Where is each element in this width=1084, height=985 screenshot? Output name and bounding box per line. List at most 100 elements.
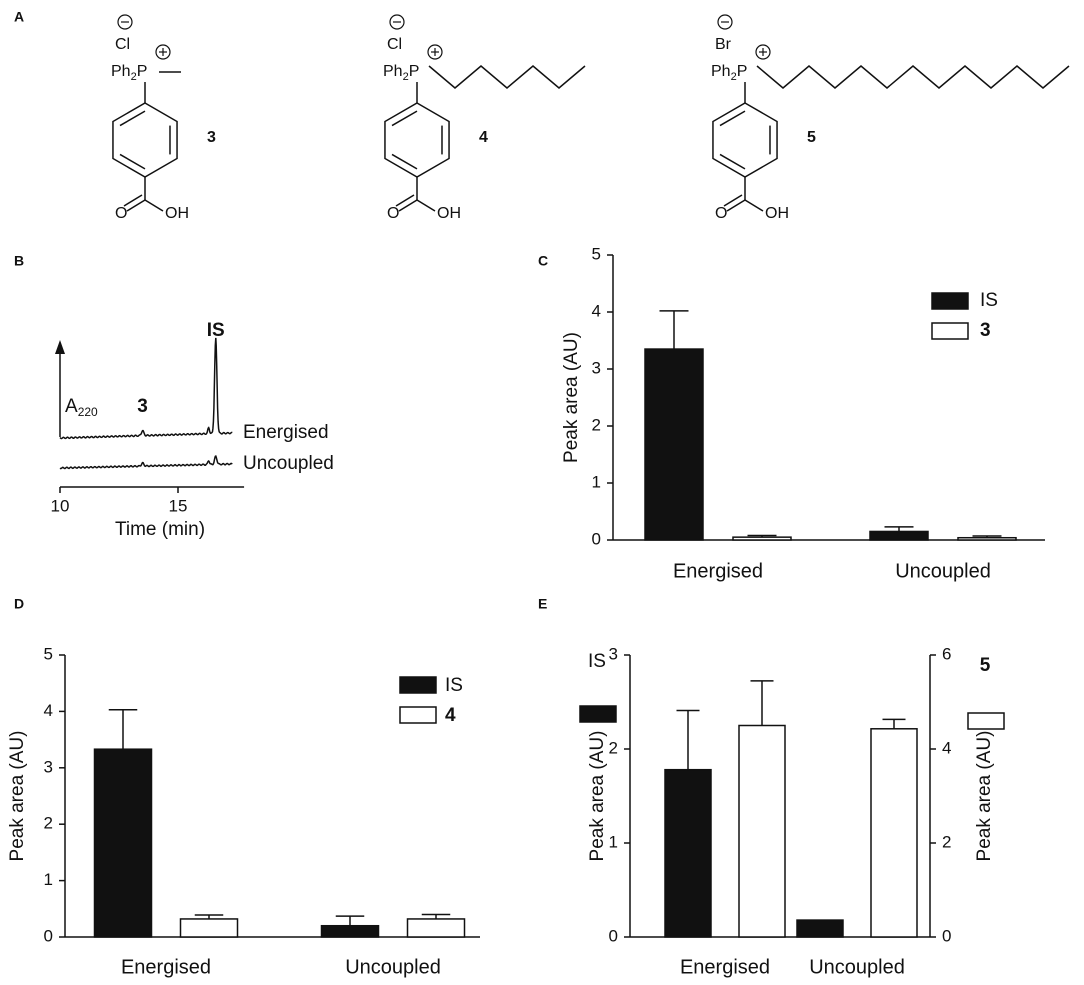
error-bar: [750, 680, 774, 726]
double-bond: [119, 153, 146, 170]
cation: Ph2P: [111, 63, 147, 83]
legend-swatch: [579, 705, 617, 723]
legend-label: 4: [445, 705, 456, 726]
y-tick-label: 4: [592, 301, 601, 320]
compound-label: 4: [479, 129, 488, 146]
legend-swatch: [931, 292, 969, 310]
bond: [744, 199, 764, 212]
y-label-main: A: [65, 396, 78, 417]
cation-part: Ph: [111, 63, 131, 80]
y-tick-label: 3: [609, 644, 618, 663]
y-axis-label: A220: [65, 396, 98, 419]
x-axis-label: Time (min): [115, 519, 205, 540]
y2-tick-label: 4: [942, 738, 951, 757]
error-bar: [659, 310, 689, 350]
y-axis-label: Peak area (AU): [561, 332, 582, 463]
hydroxyl: OH: [437, 205, 461, 222]
arrow-head: [55, 340, 65, 354]
legend-label: IS: [588, 651, 606, 672]
cation-part: Ph: [711, 63, 731, 80]
legend-swatch: [399, 706, 437, 724]
y-axis-label: Peak area (AU): [587, 731, 608, 862]
bond: [144, 199, 164, 212]
alkyl-chain: [756, 65, 1070, 89]
charge-plus: [427, 44, 443, 60]
x-tick-label: 15: [169, 496, 188, 515]
charge-minus: [717, 14, 733, 30]
trace: [59, 455, 233, 470]
bar: [644, 348, 704, 541]
y2-tick-label: 0: [942, 926, 951, 945]
x-tick-label: Energised: [673, 560, 763, 582]
error-bar: [421, 913, 451, 919]
double-bond: [719, 110, 746, 127]
y-tick-label: 0: [44, 926, 53, 945]
y-tick-label: 0: [609, 926, 618, 945]
double-bond: [719, 153, 746, 170]
error-bar: [108, 708, 138, 750]
y2-tick-label: 6: [942, 644, 951, 663]
panel-label: E: [538, 596, 547, 612]
bond: [398, 199, 418, 212]
panel-label: D: [14, 596, 24, 612]
benzene-ring: [712, 102, 778, 178]
y-label-sub: 220: [78, 405, 98, 419]
bar: [957, 536, 1017, 541]
legend-label: 5: [980, 655, 991, 676]
error-bar: [747, 534, 777, 538]
trace-label: Uncoupled: [243, 453, 334, 474]
y2-axis-label: Peak area (AU): [974, 731, 995, 862]
error-bar: [972, 535, 1002, 538]
charge-minus: [389, 14, 405, 30]
carbonyl-o: O: [115, 205, 127, 222]
y-tick-label: 1: [44, 870, 53, 889]
bond: [126, 199, 146, 212]
legend-swatch: [967, 712, 1005, 730]
legend-label: IS: [980, 290, 998, 311]
y-tick-label: 2: [592, 415, 601, 434]
double-bond: [391, 153, 418, 170]
bar: [93, 748, 153, 938]
bar: [664, 768, 712, 938]
benzene-ring: [384, 102, 450, 178]
carbonyl-o: O: [715, 205, 727, 222]
cation-part: P: [409, 63, 420, 80]
y-axis-label: Peak area (AU): [7, 731, 28, 862]
bond: [123, 194, 143, 207]
x-tick-label: Uncoupled: [895, 560, 991, 582]
cation-part: Ph: [383, 63, 403, 80]
bond: [395, 194, 415, 207]
charge-plus: [155, 44, 171, 60]
bar: [738, 724, 786, 938]
error-bar: [676, 709, 700, 770]
carbonyl-o: O: [387, 205, 399, 222]
panel-label: B: [14, 253, 24, 269]
trace: [59, 337, 233, 440]
error-bar: [884, 526, 914, 532]
double-bond: [391, 110, 418, 127]
x-tick-label: Energised: [121, 956, 211, 978]
peak-label: 3: [137, 396, 148, 417]
cation-part: P: [737, 63, 748, 80]
cation-sub: 2: [131, 71, 137, 83]
cation-part: P: [137, 63, 148, 80]
cation-sub: 2: [731, 71, 737, 83]
y-tick-label: 2: [609, 738, 618, 757]
x-tick-label: Uncoupled: [809, 956, 905, 978]
peak-label: IS: [207, 320, 225, 341]
cation: Ph2P: [711, 63, 747, 83]
y-tick-label: 1: [592, 472, 601, 491]
anion: Cl: [115, 36, 130, 53]
y-tick-label: 0: [592, 529, 601, 548]
bar: [796, 919, 844, 938]
legend-label: IS: [445, 675, 463, 696]
bar: [870, 728, 918, 938]
hydroxyl: OH: [165, 205, 189, 222]
x-tick-label: 10: [51, 496, 70, 515]
y2-tick-label: 2: [942, 832, 951, 851]
bar: [732, 536, 792, 541]
bond: [723, 194, 743, 207]
legend-swatch: [931, 322, 969, 340]
y-tick-label: 1: [609, 832, 618, 851]
